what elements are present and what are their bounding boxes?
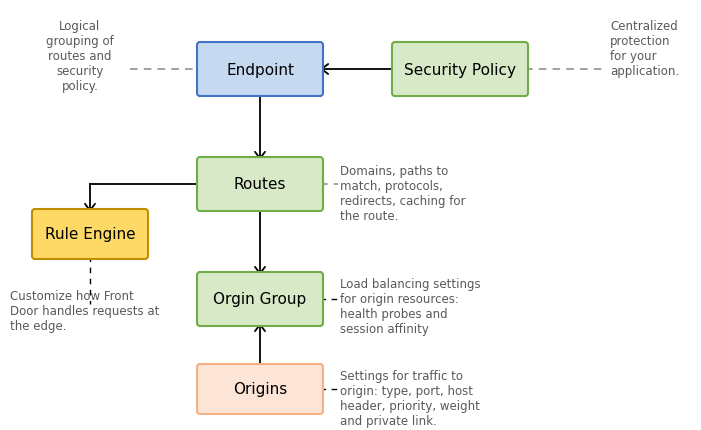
Text: Rule Engine: Rule Engine bbox=[45, 227, 135, 242]
FancyBboxPatch shape bbox=[392, 43, 528, 97]
Text: Orgin Group: Orgin Group bbox=[213, 292, 306, 307]
Text: Logical
grouping of
routes and
security
policy.: Logical grouping of routes and security … bbox=[46, 20, 114, 93]
FancyBboxPatch shape bbox=[197, 43, 323, 97]
FancyBboxPatch shape bbox=[197, 272, 323, 326]
Text: Customize how Front
Door handles requests at
the edge.: Customize how Front Door handles request… bbox=[10, 289, 159, 332]
Text: Domains, paths to
match, protocols,
redirects, caching for
the route.: Domains, paths to match, protocols, redi… bbox=[340, 165, 465, 222]
Text: Settings for traffic to
origin: type, port, host
header, priority, weight
and pr: Settings for traffic to origin: type, po… bbox=[340, 369, 480, 427]
Text: Routes: Routes bbox=[233, 177, 286, 192]
Text: Security Policy: Security Policy bbox=[404, 62, 516, 77]
FancyBboxPatch shape bbox=[197, 158, 323, 212]
Text: Origins: Origins bbox=[233, 381, 287, 396]
FancyBboxPatch shape bbox=[197, 364, 323, 414]
Text: Load balancing settings
for origin resources:
health probes and
session affinity: Load balancing settings for origin resou… bbox=[340, 277, 481, 335]
FancyBboxPatch shape bbox=[32, 209, 148, 259]
Text: Centralized
protection
for your
application.: Centralized protection for your applicat… bbox=[610, 20, 679, 78]
Text: Endpoint: Endpoint bbox=[226, 62, 294, 77]
